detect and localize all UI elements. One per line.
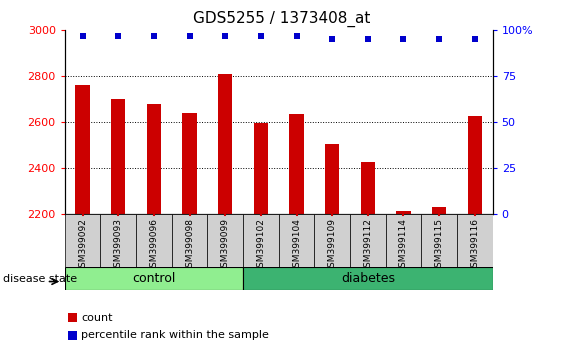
Bar [432, 207, 446, 214]
Point [435, 36, 444, 42]
Text: GSM399109: GSM399109 [328, 218, 337, 273]
Bar [350, 214, 386, 267]
Point [221, 33, 230, 39]
Text: GSM399102: GSM399102 [256, 218, 265, 273]
Bar [386, 214, 421, 267]
Text: GSM399096: GSM399096 [149, 218, 158, 273]
Text: GSM399116: GSM399116 [470, 218, 479, 273]
Text: GSM399099: GSM399099 [221, 218, 230, 273]
Point [470, 36, 479, 42]
Bar [172, 214, 207, 267]
Text: GDS5255 / 1373408_at: GDS5255 / 1373408_at [193, 11, 370, 27]
Point [114, 33, 123, 39]
Bar [468, 116, 482, 214]
Bar [218, 74, 233, 214]
Bar [207, 214, 243, 267]
Text: percentile rank within the sample: percentile rank within the sample [81, 330, 269, 340]
Text: GSM399092: GSM399092 [78, 218, 87, 273]
Bar [100, 214, 136, 267]
Bar [314, 214, 350, 267]
Bar [325, 144, 339, 214]
Point [256, 33, 265, 39]
Bar [182, 113, 196, 214]
Bar [136, 214, 172, 267]
Bar [65, 214, 100, 267]
Bar [243, 214, 279, 267]
Point [185, 33, 194, 39]
Bar [243, 267, 493, 290]
Text: disease state: disease state [3, 274, 77, 284]
Point [399, 36, 408, 42]
Point [78, 33, 87, 39]
Text: GSM399093: GSM399093 [114, 218, 123, 273]
Bar [279, 214, 314, 267]
Text: GSM399112: GSM399112 [363, 218, 372, 273]
Point [328, 36, 337, 42]
Text: count: count [81, 313, 113, 322]
Bar [361, 162, 375, 214]
Bar [457, 214, 493, 267]
Text: control: control [132, 272, 176, 285]
Text: GSM399098: GSM399098 [185, 218, 194, 273]
Text: GSM399115: GSM399115 [435, 218, 444, 273]
Bar [421, 214, 457, 267]
Bar [75, 85, 90, 214]
Bar [147, 104, 161, 214]
Text: diabetes: diabetes [341, 272, 395, 285]
Bar [289, 114, 303, 214]
Bar [254, 123, 268, 214]
Point [292, 33, 301, 39]
Bar [111, 99, 126, 214]
Point [149, 33, 158, 39]
Text: GSM399114: GSM399114 [399, 218, 408, 273]
Text: GSM399104: GSM399104 [292, 218, 301, 273]
Bar [65, 267, 243, 290]
Point [363, 36, 372, 42]
Bar [396, 211, 410, 214]
